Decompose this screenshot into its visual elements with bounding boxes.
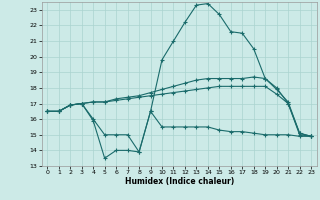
X-axis label: Humidex (Indice chaleur): Humidex (Indice chaleur) <box>124 177 234 186</box>
